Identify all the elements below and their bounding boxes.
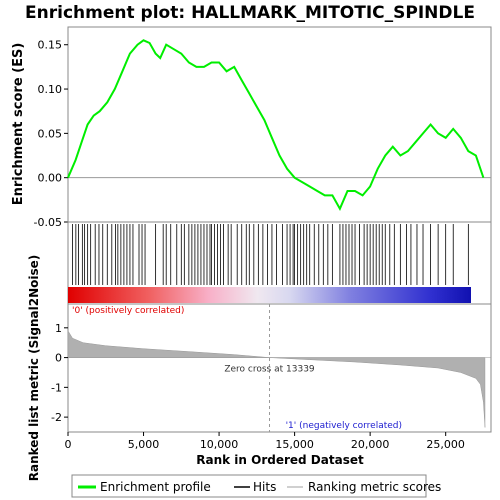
metric-tick-label: 0 <box>55 352 62 365</box>
legend <box>71 474 427 498</box>
x-tick-label: 0 <box>65 438 72 451</box>
x-tick-label: 15,000 <box>275 438 314 451</box>
zero-cross-label: Zero cross at 13339 <box>224 365 315 375</box>
rank-color-bar <box>68 287 471 303</box>
x-tick-label: 10,000 <box>200 438 239 451</box>
legend-metric-label: Ranking metric scores <box>308 480 441 494</box>
x-tick-label: 25,000 <box>426 438 465 451</box>
es-tick-label: 0.05 <box>38 127 63 140</box>
es-axis-label: Enrichment score (ES) <box>11 43 26 206</box>
enrichment-profile-line <box>67 39 485 211</box>
x-tick-label: 5,000 <box>128 438 160 451</box>
metric-axis-label: Ranked list metric (Signal2Noise) <box>27 255 41 482</box>
chart-title: Enrichment plot: HALLMARK_MITOTIC_SPINDL… <box>25 3 475 23</box>
es-tick-label: 0.10 <box>38 83 63 96</box>
metric-tick-label: -1 <box>51 381 62 394</box>
metric-tick-label: -2 <box>51 411 62 424</box>
es-tick-label: -0.05 <box>34 216 62 229</box>
es-panel <box>67 26 492 223</box>
metric-tick-label: 1 <box>55 322 62 335</box>
legend-hits-label: Hits <box>253 480 276 494</box>
legend-profile-label: Enrichment profile <box>100 480 211 494</box>
x-axis-label: Rank in Ordered Dataset <box>196 453 364 467</box>
x-tick-label: 20,000 <box>351 438 390 451</box>
es-tick-label: 0.00 <box>38 172 63 185</box>
ranking-metric-area <box>67 329 486 428</box>
es-tick-label: 0.15 <box>38 39 63 52</box>
negative-label: '1' (negatively correlated) <box>286 421 402 431</box>
metric-panel <box>67 303 492 433</box>
positive-label: '0' (positively correlated) <box>72 306 184 316</box>
